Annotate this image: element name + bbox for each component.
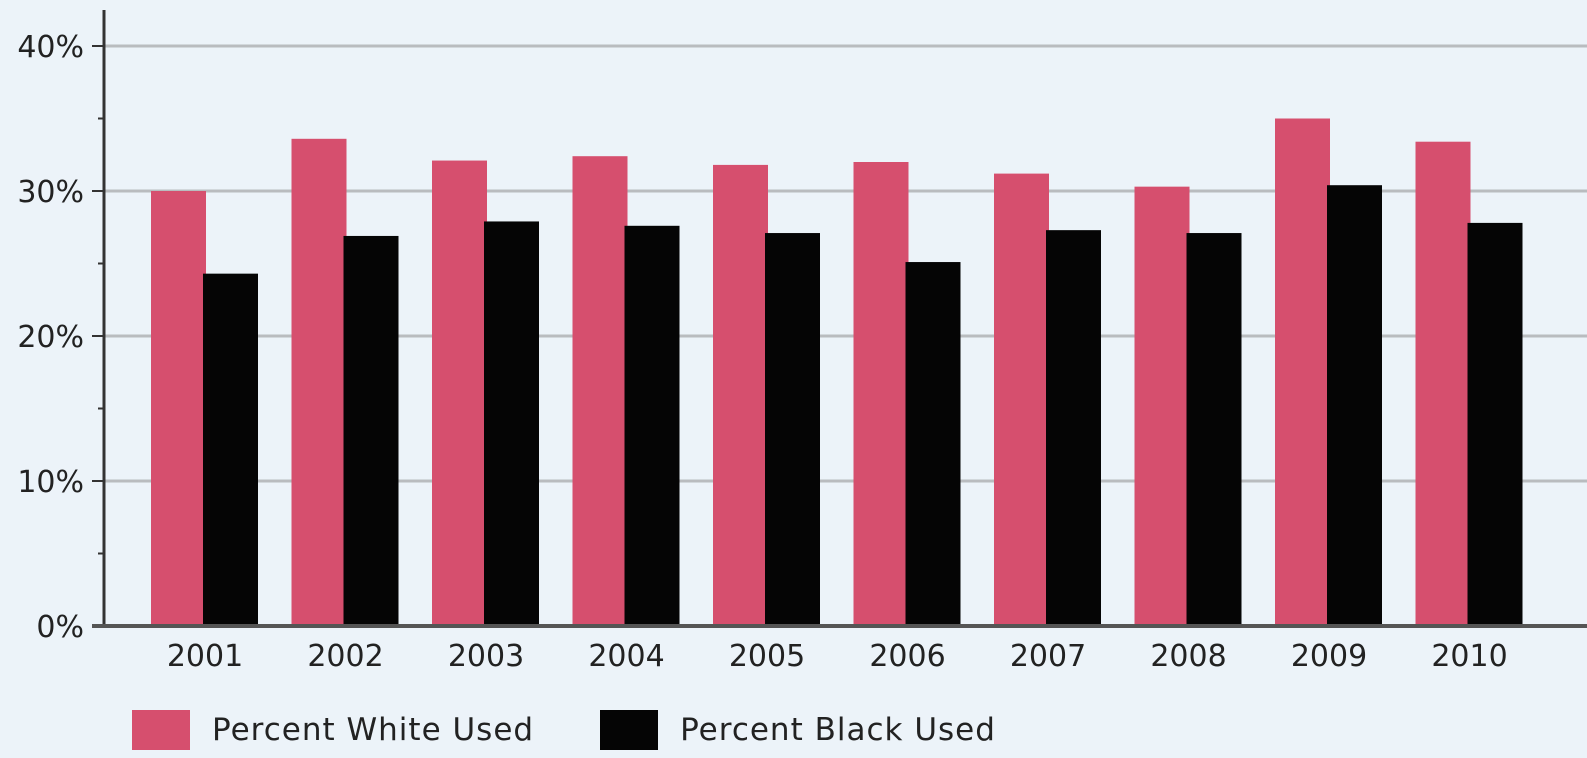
bar-white-2006 [853,162,909,626]
legend-swatch-black [600,710,659,750]
bar-white-2002 [291,138,347,627]
x-tick-label-2005: 2005 [729,639,805,674]
bar-black-2010 [1467,222,1523,626]
bar-black-2008 [1186,233,1242,627]
legend-item-black: Percent Black Used [600,710,996,750]
bar-white-2010 [1415,141,1471,626]
y-tick-label-0: 0% [36,610,84,645]
bar-black-2009 [1327,185,1382,626]
legend: Percent White Used Percent Black Used [132,710,1062,750]
bar-white-2008 [1134,186,1190,626]
x-tick-label-2006: 2006 [869,639,945,674]
bar-white-2007 [994,173,1049,626]
bar-black-2002 [343,235,399,626]
bar-black-2004 [624,225,680,627]
x-tick-label-2003: 2003 [448,639,524,674]
y-tick-label-10: 10% [17,465,84,500]
x-tick-label-2002: 2002 [307,639,383,674]
y-tick-label-20: 20% [17,320,84,355]
legend-label-black: Percent Black Used [680,712,996,748]
bar-black-2005 [765,233,820,627]
legend-item-white: Percent White Used [132,710,534,750]
y-tick-label-30: 30% [17,175,84,210]
bar-black-2003 [484,221,539,626]
bar-white-2001 [151,191,206,626]
x-tick-label-2008: 2008 [1150,639,1226,674]
bar-black-2001 [203,273,258,626]
y-tick-label-40: 40% [17,30,84,65]
bar-black-2007 [1046,230,1101,626]
x-tick-label-2001: 2001 [167,639,243,674]
bar-white-2009 [1275,118,1330,626]
x-tick-label-2010: 2010 [1431,639,1507,674]
bar-white-2004 [572,156,628,626]
x-tick-label-2009: 2009 [1291,639,1367,674]
legend-label-white: Percent White Used [212,712,535,748]
bar-black-2006 [905,262,961,626]
legend-swatch-white [132,710,190,750]
x-tick-label-2007: 2007 [1010,639,1086,674]
bar-white-2003 [432,160,487,627]
bar-white-2005 [713,164,768,626]
x-tick-label-2004: 2004 [588,639,664,674]
